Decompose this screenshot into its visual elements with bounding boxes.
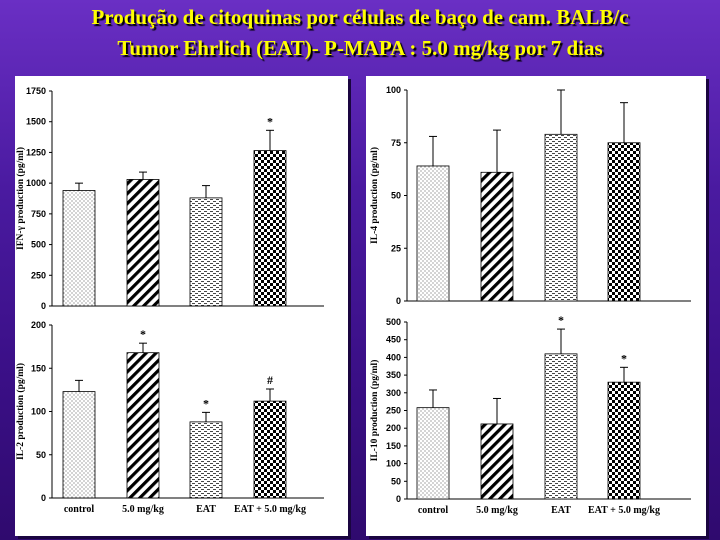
y-tick-label: 50 bbox=[391, 476, 401, 486]
y-tick-label: 25 bbox=[391, 243, 401, 253]
y-tick-label: 250 bbox=[31, 270, 46, 280]
y-tick-label: 1000 bbox=[26, 178, 46, 188]
category-label: 5.0 mg/kg bbox=[122, 504, 164, 515]
y-tick-label: 100 bbox=[386, 85, 401, 95]
significance-mark: * bbox=[203, 396, 209, 410]
y-tick-label: 500 bbox=[386, 317, 401, 327]
chart-2: 0 50 100 150 200 IL-2 production (pg/ml) contr… bbox=[15, 320, 324, 515]
y-tick-label: 1750 bbox=[26, 86, 46, 96]
bar-dashes bbox=[544, 133, 578, 302]
y-axis-label: IFN-γ production (pg/ml) bbox=[15, 147, 26, 250]
chart-3: 0 25 50 75 100 IL-4 production (pg/ml) bbox=[369, 85, 691, 306]
significance-mark: * bbox=[558, 313, 564, 327]
y-tick-label: 150 bbox=[386, 441, 401, 451]
y-axis-label: IL-4 production (pg/ml) bbox=[369, 147, 380, 244]
y-axis-label: IL-10 production (pg/ml) bbox=[369, 360, 380, 462]
y-tick-label: 300 bbox=[386, 388, 401, 398]
title-line-1: Produção de citoquinas por células de ba… bbox=[91, 5, 629, 29]
y-tick-label: 450 bbox=[386, 335, 401, 345]
chart-4: 0 50 100 150 200 250 300 350 400 450 500 IL-10 prod… bbox=[369, 313, 691, 516]
bar-dots bbox=[62, 190, 96, 307]
y-tick-label: 50 bbox=[391, 191, 401, 201]
bar-dots bbox=[416, 165, 450, 302]
y-tick-label: 200 bbox=[386, 423, 401, 433]
bar-dashes bbox=[189, 197, 223, 307]
bar-diagonal bbox=[480, 423, 514, 500]
y-tick-label: 150 bbox=[31, 363, 46, 373]
y-axis-label: IL-2 production (pg/ml) bbox=[15, 363, 26, 460]
right-panel: 0 25 50 75 100 IL-4 production (pg/ml) 0 50 100 1… bbox=[366, 76, 706, 536]
y-tick-label: 0 bbox=[396, 494, 401, 504]
significance-mark: * bbox=[267, 114, 273, 128]
y-tick-label: 0 bbox=[41, 301, 46, 311]
category-label: EAT bbox=[196, 504, 216, 515]
right-charts-svg: 0 25 50 75 100 IL-4 production (pg/ml) 0 50 100 1… bbox=[369, 85, 691, 516]
y-tick-label: 1500 bbox=[26, 117, 46, 127]
bar-dashes bbox=[544, 353, 578, 500]
significance-mark: * bbox=[621, 351, 627, 365]
category-label: 5.0 mg/kg bbox=[476, 505, 518, 516]
y-tick-label: 1250 bbox=[26, 147, 46, 157]
bar-diagonal bbox=[126, 179, 160, 307]
bar-diagonal bbox=[126, 352, 160, 499]
y-tick-label: 200 bbox=[31, 320, 46, 330]
bar-checker bbox=[253, 150, 287, 307]
category-label: control bbox=[418, 505, 449, 516]
chart-1: 0 250 500 750 1000 1250 1500 1750 IFN-γ producti… bbox=[15, 86, 324, 311]
category-label: EAT + 5.0 mg/kg bbox=[588, 505, 660, 516]
y-tick-label: 100 bbox=[386, 459, 401, 469]
category-label: control bbox=[64, 504, 95, 515]
category-label: EAT + 5.0 mg/kg bbox=[234, 504, 306, 515]
bar-checker bbox=[253, 400, 287, 499]
bar-checker bbox=[607, 381, 641, 500]
left-panel: 0 250 500 750 1000 1250 1500 1750 IFN-γ producti… bbox=[15, 76, 348, 536]
slide-title: Produção de citoquinas por células de ba… bbox=[0, 2, 720, 64]
y-tick-label: 250 bbox=[386, 406, 401, 416]
significance-mark: * bbox=[140, 327, 146, 341]
y-tick-label: 0 bbox=[41, 493, 46, 503]
title-line-2: Tumor Ehrlich (EAT)- P-MAPA : 5.0 mg/kg … bbox=[117, 36, 603, 60]
y-tick-label: 100 bbox=[31, 407, 46, 417]
y-tick-label: 0 bbox=[396, 296, 401, 306]
y-tick-label: 750 bbox=[31, 209, 46, 219]
category-label: EAT bbox=[551, 505, 571, 516]
bar-checker bbox=[607, 142, 641, 302]
y-tick-label: 350 bbox=[386, 370, 401, 380]
y-tick-label: 75 bbox=[391, 138, 401, 148]
y-tick-label: 50 bbox=[36, 450, 46, 460]
bar-dots bbox=[62, 391, 96, 499]
y-tick-label: 500 bbox=[31, 240, 46, 250]
y-tick-label: 400 bbox=[386, 352, 401, 362]
significance-mark: # bbox=[267, 373, 273, 387]
bar-dashes bbox=[189, 421, 223, 499]
bar-diagonal bbox=[480, 171, 514, 302]
bar-dots bbox=[416, 407, 450, 500]
